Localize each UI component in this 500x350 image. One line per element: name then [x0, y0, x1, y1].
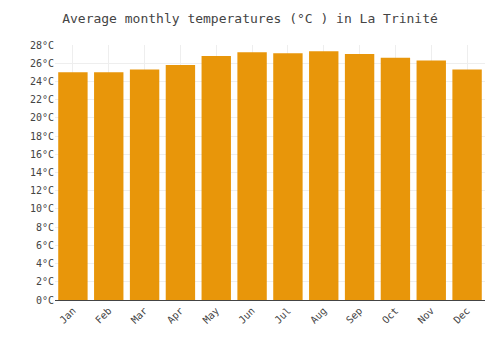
- svg-text:Nov: Nov: [416, 305, 437, 326]
- svg-text:28°C: 28°C: [30, 40, 54, 51]
- svg-text:2°C: 2°C: [36, 276, 54, 287]
- svg-text:Jul: Jul: [272, 305, 293, 326]
- svg-text:4°C: 4°C: [36, 258, 54, 269]
- svg-text:May: May: [201, 305, 222, 326]
- svg-text:10°C: 10°C: [30, 203, 54, 214]
- svg-text:Mar: Mar: [129, 305, 150, 326]
- svg-text:Oct: Oct: [380, 305, 401, 326]
- svg-text:16°C: 16°C: [30, 149, 54, 160]
- svg-text:0°C: 0°C: [36, 295, 54, 306]
- svg-text:Feb: Feb: [93, 305, 114, 326]
- svg-text:Dec: Dec: [451, 305, 472, 326]
- svg-text:20°C: 20°C: [30, 112, 54, 123]
- svg-text:26°C: 26°C: [30, 58, 54, 69]
- svg-text:Average monthly temperatures (: Average monthly temperatures (°C ) in La…: [62, 11, 438, 26]
- svg-text:18°C: 18°C: [30, 131, 54, 142]
- svg-text:Jan: Jan: [57, 305, 78, 326]
- svg-text:6°C: 6°C: [36, 240, 54, 251]
- svg-text:Aug: Aug: [308, 305, 329, 326]
- svg-text:22°C: 22°C: [30, 94, 54, 105]
- svg-text:8°C: 8°C: [36, 222, 54, 233]
- svg-text:24°C: 24°C: [30, 76, 54, 87]
- svg-text:Jun: Jun: [236, 305, 257, 326]
- svg-text:12°C: 12°C: [30, 185, 54, 196]
- svg-text:Apr: Apr: [165, 305, 186, 326]
- svg-text:14°C: 14°C: [30, 167, 54, 178]
- svg-text:Sep: Sep: [344, 305, 365, 326]
